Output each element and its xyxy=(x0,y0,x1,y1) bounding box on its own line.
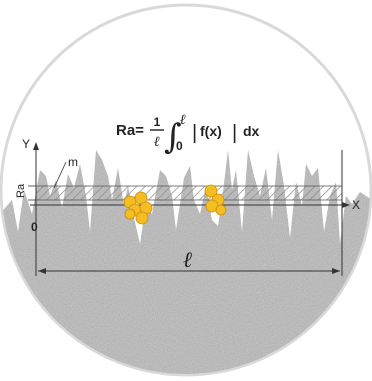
ra-hatched-band xyxy=(36,186,342,200)
ra-formula: Ra= 1 ℓ ∫ ℓ 0 | f(x) | dx xyxy=(116,112,260,157)
particle-cluster-right xyxy=(204,184,227,216)
formula-lower-limit: 0 xyxy=(176,139,183,153)
formula-abs-close: | xyxy=(232,122,237,144)
y-axis-arrow-icon xyxy=(33,142,39,150)
formula-frac-numerator: 1 xyxy=(154,115,161,129)
y-axis-label: Y xyxy=(22,137,30,151)
particle xyxy=(215,204,227,216)
mean-line-label: m xyxy=(68,155,78,169)
formula-function: f(x) xyxy=(200,123,222,139)
formula-abs-open: | xyxy=(192,122,197,144)
particle xyxy=(135,211,149,225)
x-axis-arrow-icon xyxy=(342,202,350,208)
formula-dx: dx xyxy=(243,123,260,139)
length-arrow-right-icon xyxy=(332,268,340,274)
formula-upper-limit: ℓ xyxy=(180,112,186,128)
mean-line-leader xyxy=(53,161,67,189)
particle-cluster-left xyxy=(123,191,153,225)
formula-integral-sign: ∫ xyxy=(164,117,182,157)
formula-frac-denominator: ℓ xyxy=(154,134,160,150)
particle xyxy=(134,191,148,205)
origin-label: 0 xyxy=(31,220,38,234)
x-axis-label: X xyxy=(352,198,360,212)
ra-label: Ra xyxy=(15,183,27,198)
length-arrow-left-icon xyxy=(38,268,46,274)
particle xyxy=(124,208,136,220)
particle xyxy=(204,184,218,198)
formula-lhs: Ra= xyxy=(116,122,144,139)
sampling-length-label: ℓ xyxy=(183,247,192,273)
rough-surface-material xyxy=(2,150,370,374)
